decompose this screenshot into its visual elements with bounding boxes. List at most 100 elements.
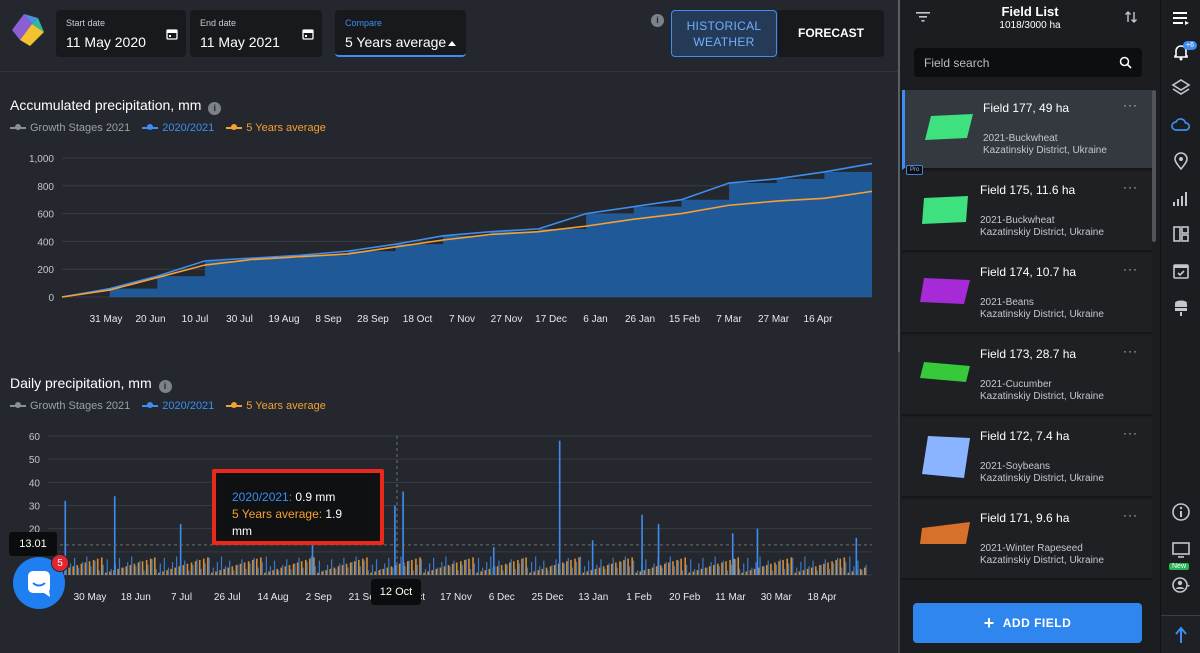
bar-current bbox=[539, 566, 541, 575]
bar-current bbox=[143, 570, 145, 575]
bar-average bbox=[668, 562, 670, 575]
database-icon[interactable] bbox=[1171, 298, 1191, 318]
bar-current bbox=[147, 564, 149, 575]
bar-current bbox=[498, 560, 500, 575]
info-circle-icon[interactable] bbox=[1171, 502, 1191, 522]
bar-average bbox=[76, 565, 79, 575]
bar-current bbox=[632, 560, 635, 575]
calendar-check-icon[interactable] bbox=[1171, 261, 1191, 281]
field-card[interactable]: Field 177, 49 ha 2021-Buckwheat Kazatinski… bbox=[902, 90, 1152, 170]
calendar-icon[interactable] bbox=[166, 28, 178, 40]
legend-growth[interactable]: Growth Stages 2021 bbox=[10, 122, 130, 134]
bar-average bbox=[761, 566, 764, 575]
bar-average bbox=[198, 559, 201, 575]
bar-average bbox=[88, 561, 91, 575]
bar-average bbox=[447, 565, 450, 575]
info-icon[interactable]: i bbox=[158, 380, 172, 393]
more-options-icon[interactable]: ··· bbox=[1123, 180, 1138, 194]
field-search-input[interactable] bbox=[914, 48, 1114, 77]
end-date-field[interactable]: End date 11 May 2021 bbox=[190, 10, 322, 57]
bar-peak bbox=[492, 547, 495, 575]
field-card[interactable]: Field 175, 11.6 ha 2021-Buckwheat Kazatins… bbox=[902, 165, 1152, 252]
bar-average bbox=[488, 568, 491, 575]
dashboard-icon[interactable] bbox=[1171, 224, 1191, 244]
account-icon[interactable] bbox=[1171, 575, 1191, 595]
bar-average bbox=[280, 567, 283, 575]
bar-average bbox=[810, 567, 813, 575]
more-options-icon[interactable]: ··· bbox=[1123, 98, 1138, 112]
bar-current bbox=[335, 568, 337, 575]
more-options-icon[interactable]: ··· bbox=[1123, 508, 1138, 522]
bar-average bbox=[831, 561, 833, 575]
compare-select[interactable]: Compare 5 Years average bbox=[335, 10, 466, 57]
legend-current[interactable]: 2020/2021 bbox=[142, 400, 214, 412]
field-name: Field 172, 7.4 ha bbox=[980, 429, 1070, 443]
panel-splitter[interactable] bbox=[898, 0, 900, 653]
bar-average bbox=[770, 563, 772, 575]
bar-average bbox=[451, 563, 454, 575]
calendar-icon[interactable] bbox=[302, 28, 314, 40]
legend-growth[interactable]: Growth Stages 2021 bbox=[10, 400, 130, 412]
location-pin-icon[interactable] bbox=[1171, 151, 1191, 171]
app-logo-icon[interactable] bbox=[8, 10, 48, 50]
info-icon[interactable]: i bbox=[208, 102, 222, 115]
forecast-tab[interactable]: FORECAST bbox=[778, 10, 884, 57]
legend-average-swatch bbox=[226, 402, 243, 408]
legend-average[interactable]: 5 Years average bbox=[226, 400, 326, 412]
bar-average bbox=[325, 570, 327, 575]
bar-average bbox=[729, 559, 731, 575]
bar-current bbox=[800, 562, 802, 575]
accumulated-chart[interactable]: 0 200 400 600 800 1,000 31 May 20 Jun 10 Jul 30 J… bbox=[0, 145, 895, 335]
bar-average bbox=[586, 571, 589, 575]
y-tick-label: 0 bbox=[48, 293, 54, 304]
field-shape-thumbnail bbox=[920, 278, 970, 304]
bar-current bbox=[302, 567, 304, 575]
search-icon[interactable] bbox=[1119, 56, 1132, 69]
filter-icon[interactable] bbox=[915, 11, 931, 23]
field-card[interactable]: Field 174, 10.7 ha 2021-Beans Kazatinskiy … bbox=[902, 254, 1152, 334]
sort-icon[interactable] bbox=[1124, 10, 1138, 24]
signal-chart-icon[interactable] bbox=[1171, 188, 1191, 208]
bar-current bbox=[665, 562, 667, 575]
bar-average bbox=[570, 559, 572, 575]
bar-current bbox=[257, 567, 259, 575]
more-options-icon[interactable]: ··· bbox=[1123, 262, 1138, 276]
cloud-icon[interactable] bbox=[1171, 115, 1191, 135]
chat-launcher-button[interactable]: 5 bbox=[13, 554, 69, 609]
field-card[interactable]: Field 172, 7.4 ha 2021-Soybeans Kazatinski… bbox=[902, 418, 1152, 498]
bar-average bbox=[786, 558, 788, 575]
bar-average bbox=[256, 558, 258, 575]
layers-icon[interactable] bbox=[1171, 78, 1191, 98]
daily-title: Daily precipitation, mm i bbox=[10, 375, 172, 393]
menu-list-icon[interactable] bbox=[1171, 8, 1191, 28]
bar-current bbox=[579, 556, 582, 575]
start-date-field[interactable]: Start date 11 May 2020 bbox=[56, 10, 186, 57]
field-list-scrollbar[interactable] bbox=[1152, 90, 1156, 242]
legend-average[interactable]: 5 Years average bbox=[226, 122, 326, 134]
bar-current bbox=[804, 556, 806, 575]
more-options-icon[interactable]: ··· bbox=[1123, 344, 1138, 358]
bar-average bbox=[219, 570, 221, 575]
add-field-button[interactable]: + ADD FIELD bbox=[913, 603, 1142, 643]
bar-current bbox=[604, 568, 606, 575]
splitter-handle[interactable] bbox=[898, 0, 900, 352]
historical-weather-tab[interactable]: HISTORICAL WEATHER bbox=[671, 10, 777, 57]
field-location: Kazatinskiy District, Ukraine bbox=[983, 145, 1107, 156]
field-card[interactable]: Field 171, 9.6 ha 2021-Winter Rapeseed Kaz… bbox=[902, 500, 1152, 580]
scroll-top-button[interactable] bbox=[1161, 615, 1200, 653]
info-icon[interactable]: i bbox=[651, 14, 664, 27]
field-card[interactable]: Field 173, 28.7 ha 2021-Cucumber Kazatinsk… bbox=[902, 336, 1152, 416]
bar-average bbox=[235, 565, 238, 575]
x-tick-label: 31 May bbox=[90, 314, 123, 325]
bar-average bbox=[321, 571, 323, 575]
y-tick-label: 50 bbox=[29, 455, 41, 466]
screen-monitor-icon[interactable] bbox=[1171, 540, 1191, 560]
series-5-years-average-line bbox=[61, 190, 873, 298]
bar-current bbox=[216, 562, 218, 575]
legend-current[interactable]: 2020/2021 bbox=[142, 122, 214, 134]
bar-peak bbox=[855, 537, 858, 575]
bar-current bbox=[229, 560, 231, 575]
more-options-icon[interactable]: ··· bbox=[1123, 426, 1138, 440]
